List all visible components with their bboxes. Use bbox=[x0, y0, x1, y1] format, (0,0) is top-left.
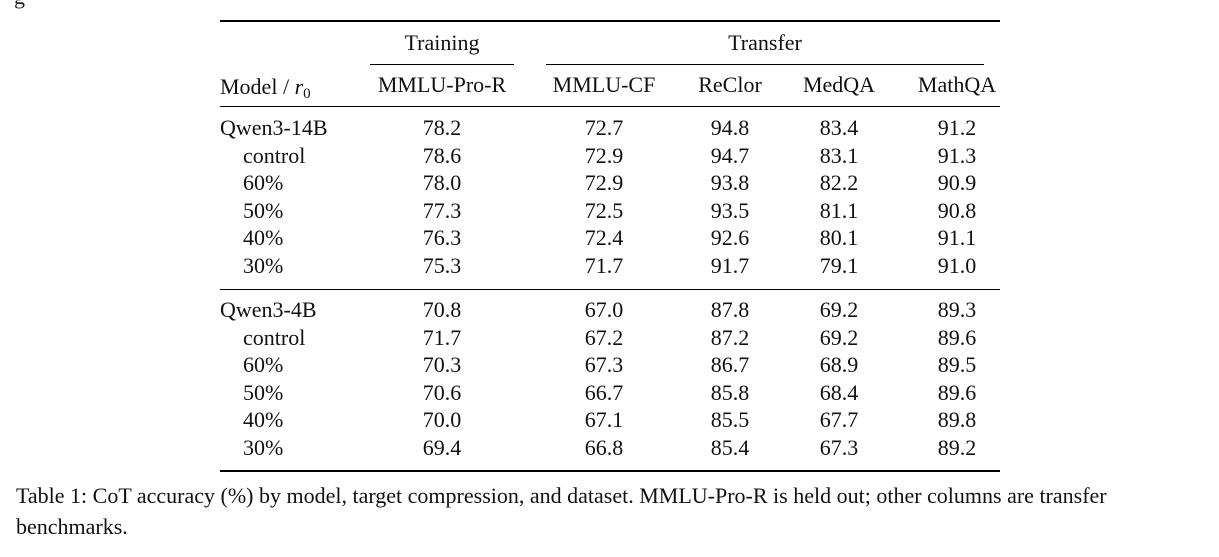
column-group-label: Training bbox=[404, 30, 480, 55]
table-cell: 89.6 bbox=[937, 324, 977, 350]
column-header: MedQA bbox=[802, 72, 876, 97]
table-cell: 79.1 bbox=[819, 253, 859, 278]
table-cell: 89.2 bbox=[937, 435, 977, 460]
table-cell: 72.9 bbox=[584, 170, 624, 196]
table-cell: 71.7 bbox=[422, 324, 462, 350]
table-caption: Table 1: CoT accuracy (%) by model, targ… bbox=[16, 483, 1107, 539]
table-cell: 71.7 bbox=[584, 253, 624, 278]
table-cell: 81.1 bbox=[819, 197, 859, 223]
column-group-rule bbox=[546, 64, 984, 65]
table-cell: 87.2 bbox=[710, 324, 750, 350]
column-header: MMLU-Pro-R bbox=[377, 72, 507, 97]
table-cell: 69.2 bbox=[819, 297, 859, 322]
table-cell: 67.1 bbox=[584, 407, 624, 433]
table-cell: 80.1 bbox=[819, 225, 859, 251]
row-label: control bbox=[243, 324, 306, 350]
row-label: 30% bbox=[243, 253, 284, 278]
table-cell: 75.3 bbox=[422, 253, 462, 278]
block-separator-rule bbox=[220, 289, 1000, 290]
column-group-rule bbox=[370, 64, 514, 65]
table-cell: 69.4 bbox=[422, 435, 462, 460]
table-cell: 82.2 bbox=[819, 170, 859, 196]
row-label: control bbox=[243, 142, 306, 168]
model-column-header: Model / r0 bbox=[220, 73, 311, 102]
column-header: MathQA bbox=[917, 72, 997, 97]
model-name: Qwen3-14B bbox=[220, 115, 328, 140]
table-cell: 67.7 bbox=[819, 407, 859, 433]
table-cell: 67.0 bbox=[584, 297, 624, 322]
table-cell: 91.0 bbox=[937, 253, 977, 278]
table-cell: 89.3 bbox=[937, 297, 977, 322]
table-cell: 86.7 bbox=[710, 352, 750, 378]
table-cell: 66.7 bbox=[584, 379, 624, 405]
table-cell: 89.5 bbox=[937, 352, 977, 378]
table-cell: 72.9 bbox=[584, 142, 624, 168]
table-cell: 76.3 bbox=[422, 225, 462, 251]
table-cell: 89.6 bbox=[937, 379, 977, 405]
column-header: MMLU-CF bbox=[552, 72, 656, 97]
table-cell: 70.6 bbox=[422, 379, 462, 405]
table-cell: 78.6 bbox=[422, 142, 462, 168]
table-cell: 83.1 bbox=[819, 142, 859, 168]
table-cell: 72.7 bbox=[584, 115, 624, 140]
table-cell: 69.2 bbox=[819, 324, 859, 350]
row-label: 40% bbox=[243, 225, 284, 251]
model-header-text: Model / bbox=[220, 74, 295, 99]
header-rule bbox=[220, 106, 1000, 107]
table-cell: 91.7 bbox=[710, 253, 750, 278]
table-cell: 83.4 bbox=[819, 115, 859, 140]
table-cell: 92.6 bbox=[710, 225, 750, 251]
row-label: 40% bbox=[243, 407, 284, 433]
table-cell: 67.3 bbox=[584, 352, 624, 378]
table-cell: 93.8 bbox=[710, 170, 750, 196]
table-cell: 68.4 bbox=[819, 379, 859, 405]
row-label: 50% bbox=[243, 197, 284, 223]
column-header: ReClor bbox=[698, 72, 762, 97]
table-cell: 85.5 bbox=[710, 407, 750, 433]
table-cell: 94.7 bbox=[710, 142, 750, 168]
table-cell: 94.8 bbox=[710, 115, 750, 140]
bottom-rule bbox=[220, 470, 1000, 472]
table-cell: 72.4 bbox=[584, 225, 624, 251]
table-cell: 89.8 bbox=[937, 407, 977, 433]
table-cell: 66.8 bbox=[584, 435, 624, 460]
table-cell: 68.9 bbox=[819, 352, 859, 378]
table-cell: 85.4 bbox=[710, 435, 750, 460]
row-label: 60% bbox=[243, 170, 284, 196]
table-cell: 78.0 bbox=[422, 170, 462, 196]
page-fragment-text: g bbox=[14, 0, 25, 8]
model-header-var: r bbox=[294, 74, 304, 99]
row-label: 30% bbox=[243, 435, 284, 460]
table-cell: 70.3 bbox=[422, 352, 462, 378]
table-cell: 91.3 bbox=[937, 142, 977, 168]
results-table: Model / r0 Training Transfer MMLU-Pro-R MML… bbox=[220, 20, 1000, 472]
table-cell: 85.8 bbox=[710, 379, 750, 405]
table-cell: 90.8 bbox=[937, 197, 977, 223]
table-cell: 90.9 bbox=[937, 170, 977, 196]
table-cell: 67.2 bbox=[584, 324, 624, 350]
column-group-label: Transfer bbox=[728, 30, 802, 55]
table-cell: 77.3 bbox=[422, 197, 462, 223]
top-rule bbox=[220, 20, 1000, 22]
table-cell: 91.2 bbox=[937, 115, 977, 140]
model-header-sub: 0 bbox=[303, 86, 311, 102]
model-name: Qwen3-4B bbox=[220, 297, 317, 322]
table-cell: 72.5 bbox=[584, 197, 624, 223]
row-label: 60% bbox=[243, 352, 284, 378]
table-cell: 70.8 bbox=[422, 297, 462, 322]
table-cell: 91.1 bbox=[937, 225, 977, 251]
row-label: 50% bbox=[243, 379, 284, 405]
table-cell: 67.3 bbox=[819, 435, 859, 460]
table-cell: 87.8 bbox=[710, 297, 750, 322]
table-cell: 78.2 bbox=[422, 115, 462, 140]
table-cell: 70.0 bbox=[422, 407, 462, 433]
table-cell: 93.5 bbox=[710, 197, 750, 223]
